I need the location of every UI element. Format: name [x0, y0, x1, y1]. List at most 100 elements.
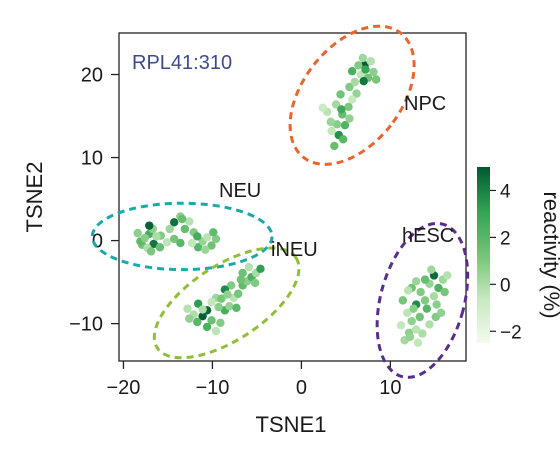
data-point-hesc: [413, 338, 423, 347]
x-tick-label: −20: [106, 377, 140, 399]
data-point-npc: [345, 114, 354, 123]
data-point-neu: [165, 224, 174, 234]
colorbar-tick-label: −2: [500, 322, 522, 343]
data-point-neu: [155, 243, 165, 252]
data-point-ineu: [202, 322, 212, 332]
data-point-hesc: [409, 304, 418, 313]
data-point-hesc: [415, 312, 424, 322]
data-point-ineu: [234, 289, 243, 298]
data-point-npc: [337, 105, 346, 114]
data-point-hesc: [396, 321, 406, 330]
data-point-hesc: [436, 308, 446, 318]
data-point-npc: [327, 126, 336, 136]
cluster-ellipse-ineu: [152, 246, 301, 360]
y-tick-label: 10: [81, 148, 103, 170]
data-point-ineu: [250, 278, 260, 288]
data-point-npc: [359, 76, 368, 86]
colorbar-tick-label: 0: [500, 275, 511, 296]
data-point-npc: [331, 100, 341, 109]
colorbar-tick-label: 4: [500, 181, 511, 202]
data-point-neu: [207, 241, 216, 250]
data-point-hesc: [434, 283, 443, 293]
data-point-npc: [347, 66, 357, 76]
data-point-npc: [361, 65, 370, 74]
data-point-npc: [318, 103, 327, 112]
data-point-ineu: [232, 303, 241, 313]
cluster-ellipses: [90, 24, 470, 379]
data-point-npc: [366, 57, 375, 66]
x-tick-label: 0: [296, 377, 307, 399]
data-point-ineu: [214, 302, 223, 312]
data-point-neu: [202, 233, 212, 242]
data-point-npc: [347, 95, 357, 104]
data-point-neu: [162, 238, 172, 247]
data-point-npc: [352, 89, 361, 98]
data-point-ineu: [198, 305, 207, 314]
data-point-hesc: [443, 271, 452, 280]
x-axis-ticks: −20 −10 0 10: [106, 361, 401, 399]
data-point-npc: [336, 90, 345, 99]
data-point-npc: [344, 102, 353, 112]
data-point-hesc: [420, 296, 430, 305]
data-point-npc: [340, 120, 350, 130]
data-point-hesc: [418, 329, 427, 338]
scatter-points: [133, 53, 452, 347]
data-point-neu: [146, 247, 156, 256]
cluster-label-npc: NPC: [404, 93, 446, 115]
y-axis-ticks: −10 0 10 20: [69, 65, 119, 336]
data-point-ineu: [217, 294, 226, 303]
data-point-ineu: [198, 311, 207, 321]
data-point-neu: [169, 218, 179, 227]
data-point-npc: [371, 75, 381, 84]
data-point-hesc: [432, 300, 441, 309]
y-tick-label: 0: [92, 231, 103, 253]
data-point-hesc: [429, 292, 439, 301]
data-point-hesc: [416, 287, 425, 297]
y-tick-label: 20: [81, 65, 103, 87]
data-point-hesc: [422, 304, 432, 313]
data-point-ineu: [185, 314, 194, 323]
cluster-label-hesc: hESC: [402, 225, 454, 247]
data-point-hesc: [403, 286, 413, 295]
data-point-hesc: [398, 296, 408, 305]
cluster-ellipse-npc: [288, 24, 416, 166]
data-point-npc: [345, 82, 354, 92]
data-point-npc: [358, 53, 367, 63]
data-point-neu: [133, 228, 142, 238]
colorbar-ticks: 4 2 0 −2: [490, 181, 522, 343]
data-point-hesc: [420, 275, 430, 284]
data-point-hesc: [405, 332, 415, 342]
data-point-npc: [326, 117, 335, 127]
data-point-neu: [145, 221, 154, 230]
data-point-ineu: [225, 301, 234, 311]
data-point-ineu: [236, 275, 246, 284]
data-point-hesc: [411, 325, 421, 334]
data-point-ineu: [193, 299, 203, 308]
data-point-neu: [169, 234, 179, 244]
y-axis-title: TSNE2: [22, 162, 47, 233]
data-point-hesc: [427, 265, 436, 274]
data-point-neu: [180, 224, 190, 234]
data-point-ineu: [211, 326, 221, 336]
data-point-ineu: [207, 297, 216, 307]
cluster-label-neu: NEU: [219, 180, 261, 202]
y-tick-label: −10: [69, 314, 103, 336]
data-point-neu: [211, 234, 221, 244]
data-point-ineu: [216, 318, 225, 328]
colorbar-title: reactivity (%): [539, 191, 560, 318]
cluster-ellipse-hesc: [375, 221, 470, 379]
data-point-neu: [149, 239, 158, 249]
data-point-hesc: [425, 320, 434, 329]
data-point-ineu: [238, 268, 247, 278]
data-point-neu: [201, 245, 210, 254]
data-point-neu: [177, 214, 187, 224]
plot-frame: [118, 32, 467, 362]
data-point-ineu: [244, 262, 254, 272]
data-point-neu: [140, 233, 150, 243]
data-point-ineu: [223, 290, 232, 299]
data-point-ineu: [183, 304, 192, 313]
data-point-npc: [350, 77, 359, 87]
data-point-neu: [187, 238, 197, 248]
data-point-ineu: [207, 316, 216, 325]
